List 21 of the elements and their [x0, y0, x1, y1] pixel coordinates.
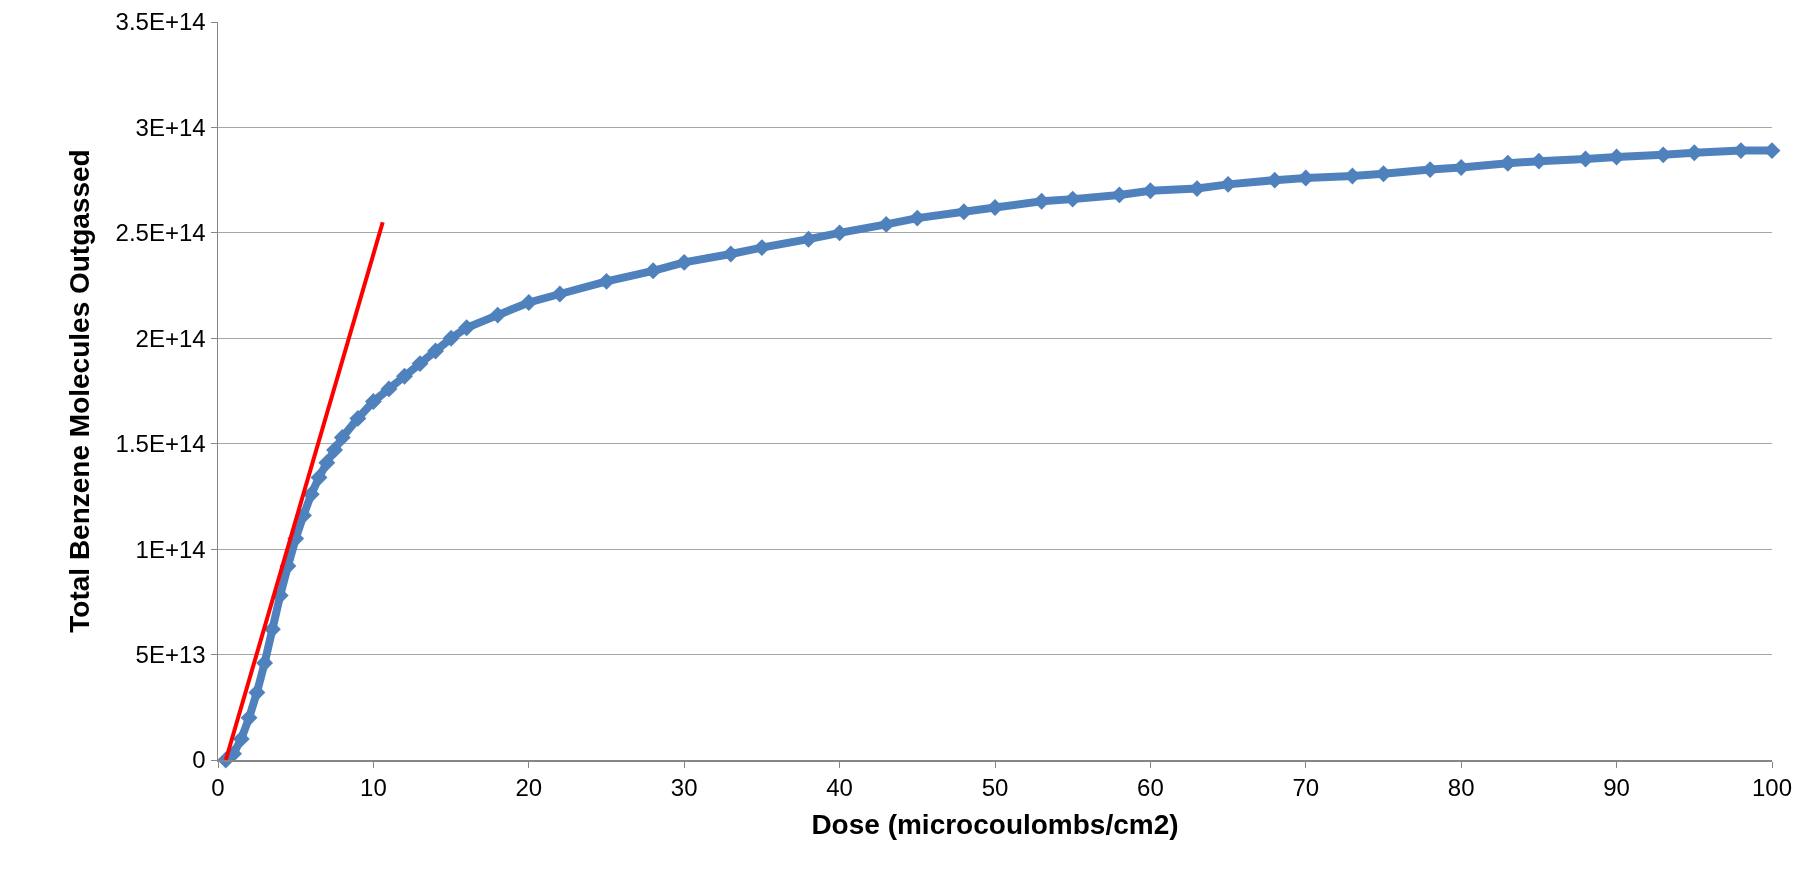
x-tick-label: 30	[670, 774, 698, 802]
y-tick-label: 3E+14	[135, 113, 206, 141]
y-tick-label: 2.5E+14	[115, 219, 206, 247]
x-tick-label: 40	[826, 774, 853, 802]
y-tick-label: 3.5E+14	[115, 8, 206, 36]
x-tick-label: 70	[1292, 774, 1320, 802]
x-tick-label: 0	[211, 774, 225, 802]
y-tick-label: 0	[192, 746, 206, 774]
y-tick-label: 1.5E+14	[115, 430, 206, 458]
x-tick-label: 20	[515, 774, 543, 802]
x-axis-title: Dose (microcoulombs/cm2)	[811, 809, 1179, 841]
x-tick-label: 50	[981, 774, 1009, 802]
y-axis-title: Total Benzene Molecules Outgassed	[63, 149, 95, 633]
x-tick-label: 10	[360, 774, 387, 802]
x-tick-label: 60	[1137, 774, 1164, 802]
x-tick-label: 90	[1603, 774, 1630, 802]
y-tick-label: 2E+14	[135, 324, 206, 352]
x-tick-label: 100	[1751, 774, 1793, 802]
y-tick-label: 1E+14	[135, 535, 206, 563]
y-tick-label: 5E+13	[135, 640, 206, 668]
x-tick-label: 80	[1447, 774, 1475, 802]
